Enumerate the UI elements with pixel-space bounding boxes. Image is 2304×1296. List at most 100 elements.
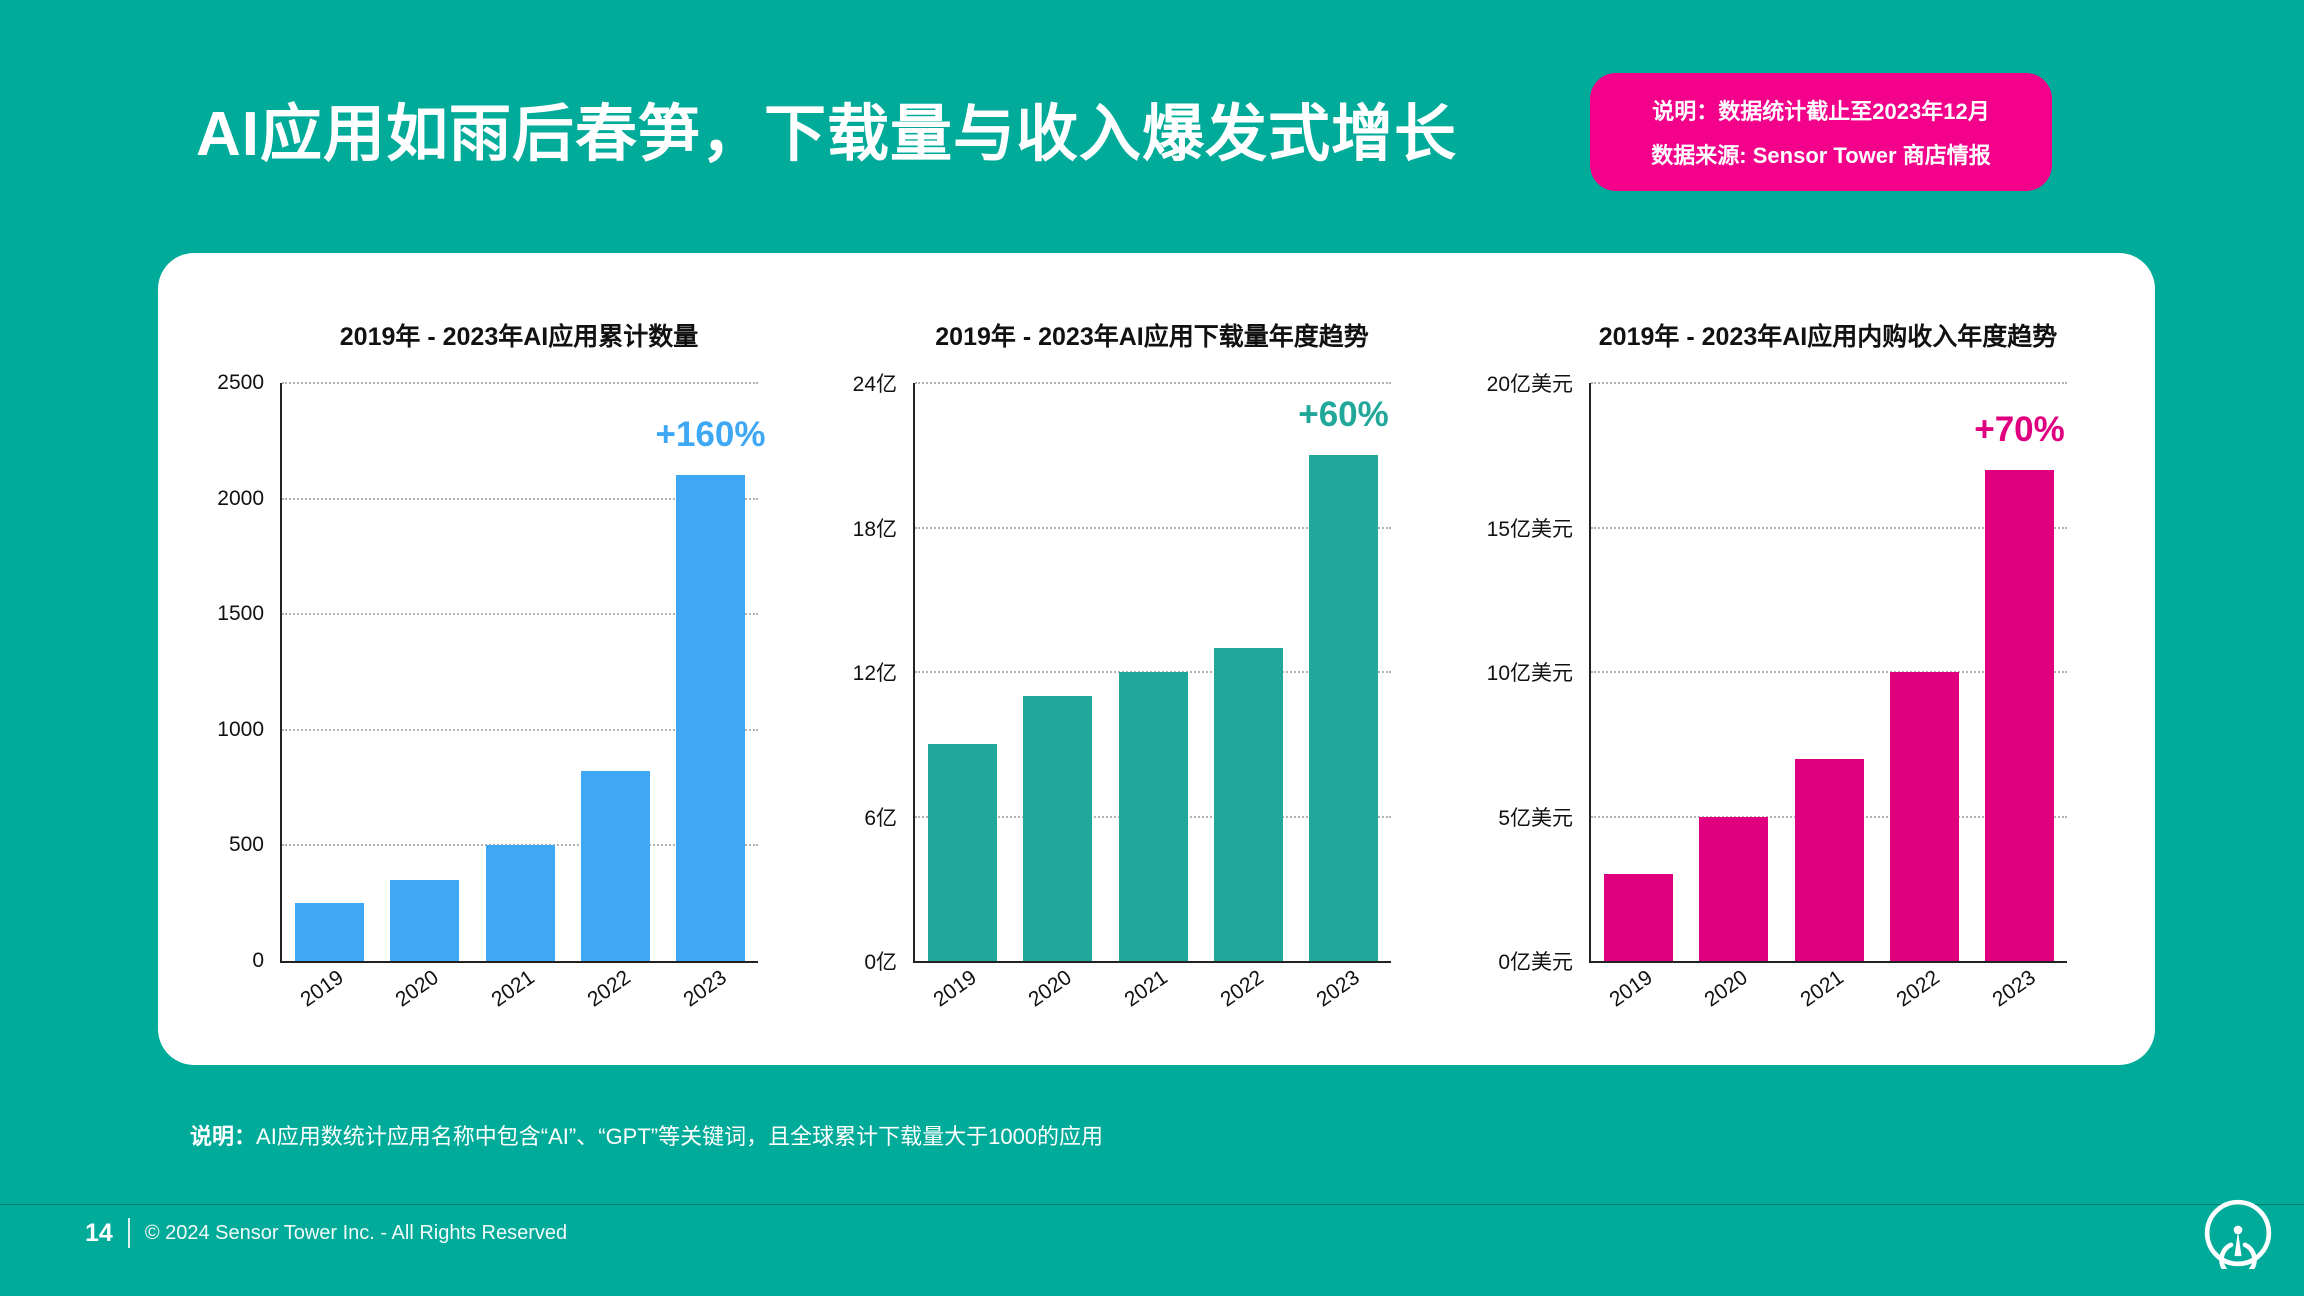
x-axis-tick: 2023 [1309, 963, 1378, 1035]
bar-slot [928, 383, 997, 961]
chart-downloads-trend: 2019年 - 2023年AI应用下载量年度趋势 0亿 6亿 12亿 18亿 24亿 +60… [853, 323, 1391, 1011]
chart-title: 2019年 - 2023年AI应用累计数量 [339, 323, 699, 351]
x-axis-tick-label: 2023 [1311, 965, 1364, 1012]
growth-annotation: +160% [655, 415, 766, 455]
bar-2020 [1699, 816, 1769, 961]
x-axis-tick: 2020 [1022, 963, 1091, 1035]
bar-slot [1213, 383, 1283, 961]
x-axis-tick: 2022 [1213, 963, 1282, 1035]
gridline [282, 613, 758, 616]
x-axis-tick: 2019 [926, 963, 995, 1035]
footer: 14 © 2024 Sensor Tower Inc. - All Rights… [85, 1218, 567, 1248]
x-axis-tick-label: 2022 [1216, 965, 1268, 1012]
plot-area: 0 500 1000 1500 2000 2500 +160% [217, 371, 765, 972]
x-axis-labels: 2019 2020 2021 2022 2023 [280, 963, 758, 1035]
y-axis-tick-label: 18亿 [852, 517, 897, 541]
bar-2021 [1118, 672, 1188, 961]
bar-slot: +60% [1298, 383, 1389, 961]
footnote-text: AI应用数统计应用名称中包含“AI”、“GPT”等关键词，且全球累计下载量大于1… [256, 1124, 1104, 1149]
x-axis-tick-label: 2022 [583, 965, 635, 1012]
gridline [915, 526, 1391, 529]
y-axis-tick-label: 0 [252, 949, 264, 972]
gridline [915, 382, 1391, 384]
y-axis-tick-label: 500 [228, 833, 264, 857]
bar-slot [1118, 383, 1188, 961]
bar-2022 [580, 771, 650, 961]
x-axis-tick: 2021 [1118, 963, 1187, 1035]
bar-2019 [1604, 874, 1673, 961]
x-axis-tick-label: 2023 [678, 965, 731, 1012]
bars-group: +70% [1591, 383, 2067, 961]
x-axis-tick-label: 2021 [487, 965, 539, 1012]
bar-slot [1889, 383, 1959, 961]
x-axis-tick: 2020 [1698, 963, 1767, 1035]
x-axis-tick: 2021 [485, 963, 554, 1035]
x-axis-tick: 2021 [1794, 963, 1863, 1035]
x-axis-tick-label: 2021 [1796, 965, 1848, 1012]
x-axis-tick-label: 2019 [295, 965, 348, 1012]
bar-slot [1794, 383, 1864, 961]
x-axis-tick-label: 2021 [1120, 965, 1172, 1012]
x-axis-tick: 2019 [1602, 963, 1671, 1035]
footer-separator [127, 1218, 130, 1248]
x-axis-tick: 2020 [389, 963, 458, 1035]
chart-iap-revenue-trend: 2019年 - 2023年AI应用内购收入年度趋势 0亿美元 5亿美元 10亿美元 15… [1487, 323, 2067, 1011]
sensor-tower-logo-icon [2202, 1197, 2274, 1279]
page-title: AI应用如雨后春笋，下载量与收入爆发式增长 [196, 100, 1458, 169]
x-axis-labels: 2019 2020 2021 2022 2023 [1589, 963, 2067, 1035]
y-axis-tick-label: 5亿美元 [1498, 806, 1573, 830]
footnote-label: 说明： [190, 1124, 257, 1149]
x-axis-tick-label: 2019 [1604, 965, 1657, 1012]
bar-2021 [1794, 758, 1864, 961]
bar-slot [1699, 383, 1769, 961]
chart-cumulative-ai-apps: 2019年 - 2023年AI应用累计数量 0 500 1000 1500 2000 250… [217, 323, 765, 1011]
gridline [282, 382, 758, 384]
footnote: 说明：AI应用数统计应用名称中包含“AI”、“GPT”等关键词，且全球累计下载量… [190, 1119, 1103, 1151]
bar-2022 [1889, 672, 1959, 961]
bar-slot [580, 383, 650, 961]
y-axis-tick-label: 20亿美元 [1486, 373, 1573, 396]
y-axis-tick-label: 2500 [217, 371, 264, 394]
copyright-text: © 2024 Sensor Tower Inc. - All Rights Re… [144, 1221, 568, 1244]
growth-annotation: +70% [1974, 409, 2065, 449]
x-axis-tick-label: 2023 [1987, 965, 2040, 1012]
x-axis-tick: 2022 [580, 963, 649, 1035]
y-axis-tick-label: 2000 [217, 486, 264, 510]
bar-slot [295, 383, 364, 961]
x-axis-tick: 2019 [293, 963, 362, 1035]
gridline [282, 844, 758, 847]
gridline [1591, 526, 2067, 529]
bar-slot [390, 383, 460, 961]
x-axis-tick-label: 2020 [391, 965, 444, 1012]
y-axis-tick-label: 12亿 [852, 662, 897, 685]
bar-2022 [1213, 647, 1283, 961]
x-axis-tick: 2022 [1889, 963, 1958, 1035]
bar-2021 [485, 845, 555, 961]
bar-2020 [390, 880, 460, 961]
gridline [1591, 671, 2067, 673]
badge-line-2: 数据来源: Sensor Tower 商店情报 [1651, 143, 1991, 168]
y-axis-tick-label: 10亿美元 [1486, 662, 1573, 685]
badge-line-1: 说明：数据统计截止至2023年12月 [1652, 99, 1990, 124]
y-axis-tick-label: 1000 [217, 717, 264, 741]
chart-title: 2019年 - 2023年AI应用内购收入年度趋势 [1598, 323, 2058, 351]
bar-2023 [1985, 469, 2054, 961]
x-axis-tick: 2023 [676, 963, 745, 1035]
bar-slot [485, 383, 555, 961]
bar-2023 [1309, 455, 1378, 961]
bar-slot: +70% [1974, 383, 2065, 961]
y-axis-tick-label: 1500 [217, 602, 264, 626]
x-axis-tick-label: 2022 [1892, 965, 1944, 1012]
gridline [1591, 382, 2067, 384]
y-axis-tick-label: 24亿 [852, 373, 897, 396]
bar-slot: +160% [656, 383, 765, 961]
y-axis-tick-label: 15亿美元 [1486, 517, 1573, 541]
bar-slot [1023, 383, 1093, 961]
bar-slot [1604, 383, 1673, 961]
x-axis-tick-label: 2019 [928, 965, 981, 1012]
bar-2019 [928, 744, 997, 961]
y-axis-tick-label: 0亿美元 [1498, 951, 1573, 974]
x-axis-tick: 2023 [1985, 963, 2054, 1035]
plot-area: 0亿 6亿 12亿 18亿 24亿 +60% [853, 373, 1391, 974]
